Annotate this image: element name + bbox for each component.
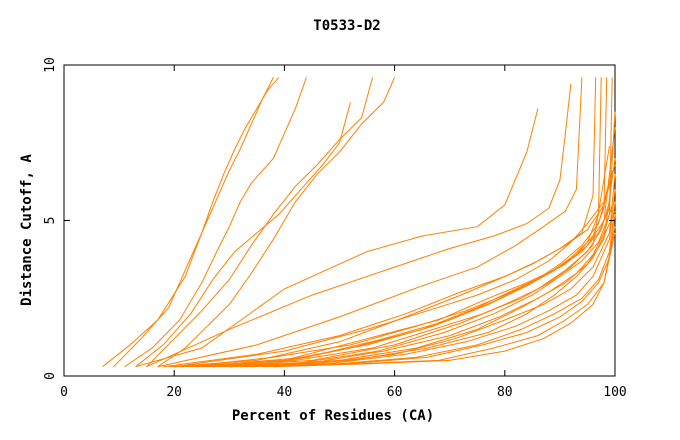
chart-title: T0533-D2 [313,18,380,34]
series-line-1 [102,77,280,368]
y-tick-label: 5 [43,217,58,225]
x-tick-label: 0 [60,385,68,400]
series-line-6 [157,77,396,368]
x-tick-label: 80 [497,385,513,400]
series-line-4 [135,102,351,368]
series-line-29 [245,210,616,368]
series-line-19 [229,189,616,368]
series-line-26 [196,183,610,368]
series-line-17 [207,158,616,368]
series-line-23 [273,232,616,368]
y-tick-label: 0 [43,372,58,380]
series-group [102,77,616,368]
series-line-2 [113,77,274,368]
series-line-9 [157,77,583,368]
tick-group: 0 20 40 60 80 100 0 5 10 [43,57,627,400]
series-line-24 [163,164,616,368]
series-line-27 [212,201,610,368]
x-axis-label: Percent of Residues (CA) [232,408,434,424]
x-tick-label: 40 [277,385,293,400]
x-tick-label: 60 [387,385,403,400]
series-line-7 [135,108,539,368]
series-line-15 [185,127,616,368]
series-line-8 [146,83,572,368]
series-line-21 [251,214,616,368]
series-line-14 [174,111,616,368]
y-tick-label: 10 [43,57,58,73]
series-line-13 [201,77,613,368]
series-line-18 [218,173,616,368]
series-line-3 [124,77,307,368]
y-axis-label: Distance Cutoff, A [19,154,35,306]
series-line-20 [240,201,616,368]
x-tick-label: 20 [166,385,182,400]
series-line-10 [168,77,597,368]
x-tick-label: 100 [603,385,626,400]
series-line-28 [229,204,613,368]
series-line-25 [174,170,613,368]
series-line-5 [146,77,374,368]
